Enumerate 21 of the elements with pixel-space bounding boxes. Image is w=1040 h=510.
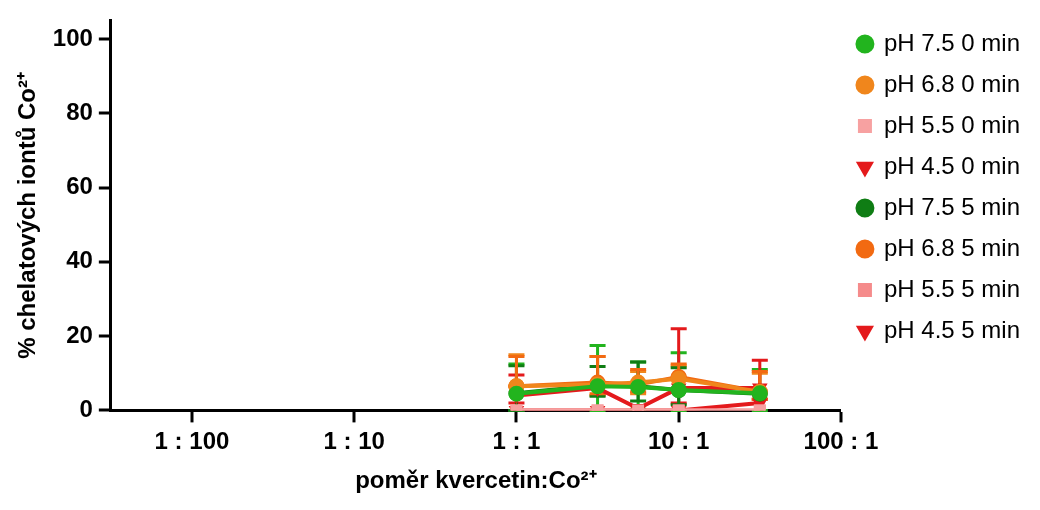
x-tick-label: 10 : 1	[648, 427, 710, 455]
legend-label: pH 5.5 5 min	[883, 274, 1021, 302]
y-tick-label: 100	[52, 23, 93, 51]
y-tick-label: 20	[66, 320, 93, 348]
y-tick-label: 80	[66, 97, 93, 125]
x-tick-label: 1 : 1	[492, 427, 541, 455]
y-tick-label: 0	[79, 395, 93, 423]
legend-label: pH 7.5 0 min	[883, 28, 1021, 56]
y-tick-label: 40	[66, 246, 93, 274]
legend-label: pH 5.5 0 min	[883, 110, 1021, 138]
legend-label: pH 6.8 0 min	[883, 69, 1021, 97]
y-axis-title: % chelatových iontů Co²⁺	[13, 72, 41, 359]
legend-label: pH 6.8 5 min	[883, 233, 1021, 261]
x-axis-title: poměr kvercetin:Co²⁺	[355, 466, 597, 494]
x-tick-label: 1 : 100	[154, 427, 230, 455]
x-tick-label: 1 : 10	[323, 427, 385, 455]
legend-label: pH 4.5 0 min	[883, 151, 1021, 179]
y-tick-label: 60	[66, 172, 93, 200]
legend-label: pH 7.5 5 min	[883, 192, 1021, 220]
legend-label: pH 4.5 5 min	[883, 315, 1021, 343]
x-tick-label: 100 : 1	[803, 427, 879, 455]
